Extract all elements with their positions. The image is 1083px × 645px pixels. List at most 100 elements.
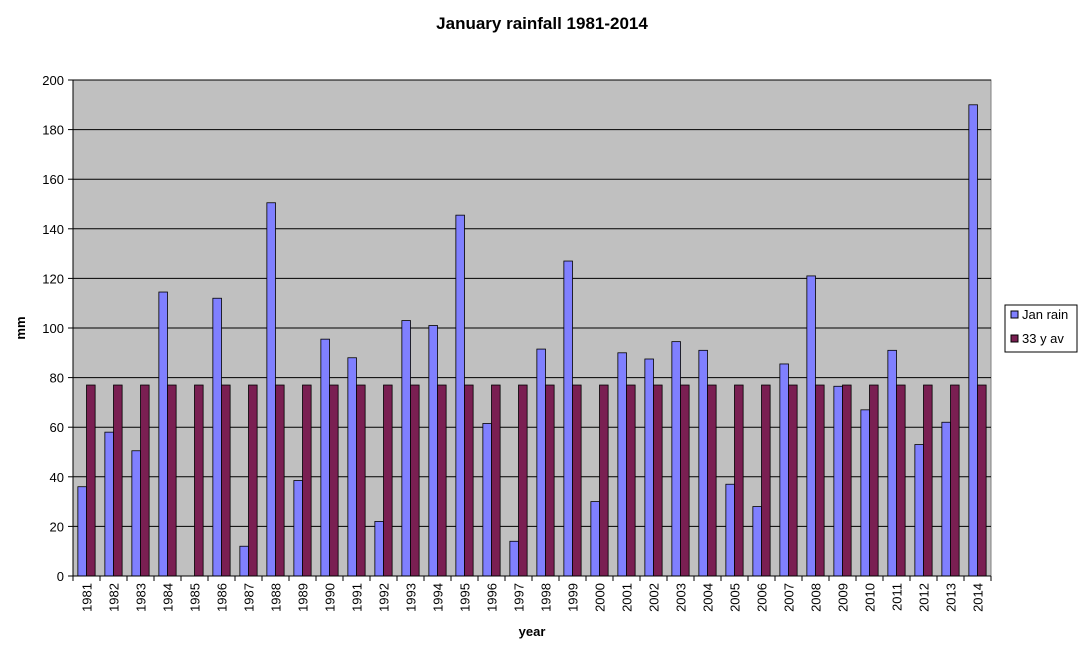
bar-jan-rain-2011 xyxy=(887,349,897,577)
bar-jan-rain-1990 xyxy=(320,338,330,577)
bar-jan-rain-1981 xyxy=(77,486,87,577)
bar-33-y-av-2003 xyxy=(680,384,690,577)
bar-jan-rain-2009 xyxy=(833,385,843,577)
y-axis-title: mm xyxy=(13,316,28,339)
bar-jan-rain-1984 xyxy=(158,291,168,577)
bar-33-y-av-1993 xyxy=(410,384,420,577)
bar-jan-rain-2013 xyxy=(941,421,951,577)
x-tick-label: 2000 xyxy=(593,583,608,612)
x-tick-label: 1995 xyxy=(458,583,473,612)
bar-jan-rain-2001 xyxy=(617,352,627,577)
x-tick-label: 2011 xyxy=(890,583,905,611)
x-tick-label: 1984 xyxy=(161,583,176,612)
bar-33-y-av-1981 xyxy=(86,384,96,577)
x-tick-label: 1990 xyxy=(323,583,338,612)
bar-33-y-av-1984 xyxy=(167,384,177,577)
bar-jan-rain-1983 xyxy=(131,450,141,577)
x-tick-label: 1986 xyxy=(215,583,230,612)
bar-33-y-av-1998 xyxy=(545,384,555,577)
bar-jan-rain-2002 xyxy=(644,358,654,577)
legend-swatch-33-y-av xyxy=(1010,334,1019,343)
bar-jan-rain-1989 xyxy=(293,480,303,577)
bar-jan-rain-1996 xyxy=(482,423,492,577)
x-tick-label: 2007 xyxy=(782,583,797,612)
bar-jan-rain-2005 xyxy=(725,483,735,577)
x-tick-label: 2002 xyxy=(647,583,662,612)
bar-jan-rain-1997 xyxy=(509,540,519,577)
x-tick-label: 2004 xyxy=(701,583,716,612)
y-tick-label: 0 xyxy=(57,569,64,584)
x-tick-label: 1994 xyxy=(431,583,446,612)
x-tick-label: 1981 xyxy=(80,583,95,612)
bar-jan-rain-1982 xyxy=(104,431,114,577)
bar-jan-rain-1986 xyxy=(212,297,222,577)
bar-33-y-av-1988 xyxy=(275,384,285,577)
y-axis: 0 20 40 60 80 100 120 140 160 180 200 xyxy=(42,73,74,584)
bar-33-y-av-2000 xyxy=(599,384,609,577)
bar-33-y-av-1991 xyxy=(356,384,366,577)
legend-swatch-jan-rain xyxy=(1010,310,1019,319)
bar-jan-rain-1998 xyxy=(536,348,546,577)
x-tick-label: 2012 xyxy=(917,583,932,612)
legend-label-jan-rain: Jan rain xyxy=(1022,307,1068,322)
bar-33-y-av-2002 xyxy=(653,384,663,577)
bar-jan-rain-1993 xyxy=(401,320,411,577)
bar-33-y-av-1990 xyxy=(329,384,339,577)
bar-33-y-av-2005 xyxy=(734,384,744,577)
bar-33-y-av-2010 xyxy=(869,384,879,577)
bar-33-y-av-2007 xyxy=(788,384,798,577)
bar-33-y-av-2013 xyxy=(950,384,960,577)
bar-33-y-av-2009 xyxy=(842,384,852,577)
x-tick-label: 2013 xyxy=(944,583,959,612)
x-tick-label: 2008 xyxy=(809,583,824,612)
x-tick-label: 1987 xyxy=(242,583,257,612)
x-tick-label: 1983 xyxy=(134,583,149,612)
bar-33-y-av-1986 xyxy=(221,384,231,577)
bar-jan-rain-1994 xyxy=(428,325,438,577)
x-tick-label: 2009 xyxy=(836,583,851,612)
x-tick-label: 1992 xyxy=(377,583,392,612)
bar-33-y-av-1995 xyxy=(464,384,474,577)
bar-jan-rain-2014 xyxy=(968,104,978,577)
bar-jan-rain-2012 xyxy=(914,444,924,577)
bar-jan-rain-1988 xyxy=(266,202,276,577)
bar-33-y-av-2012 xyxy=(923,384,933,577)
x-axis: 1981 1982 1983 1984 1985 1986 1987 1988 1989 1990… xyxy=(72,575,992,612)
y-tick-label: 20 xyxy=(50,519,64,534)
x-tick-label: 1998 xyxy=(539,583,554,612)
x-tick-label: 2003 xyxy=(674,583,689,612)
bar-jan-rain-1992 xyxy=(374,521,384,577)
y-tick-label: 120 xyxy=(42,271,64,286)
bar-jan-rain-1999 xyxy=(563,260,573,577)
x-tick-label: 2006 xyxy=(755,583,770,612)
x-tick-label: 1982 xyxy=(107,583,122,612)
x-tick-label: 1988 xyxy=(269,583,284,612)
y-tick-label: 140 xyxy=(42,222,64,237)
bar-33-y-av-1996 xyxy=(491,384,501,577)
bar-33-y-av-1999 xyxy=(572,384,582,577)
x-tick-label: 2014 xyxy=(971,583,986,612)
bar-jan-rain-2008 xyxy=(806,275,816,577)
bar-33-y-av-2006 xyxy=(761,384,771,577)
bar-jan-rain-1987 xyxy=(239,545,249,577)
y-tick-label: 60 xyxy=(50,420,64,435)
y-tick-label: 200 xyxy=(42,73,64,88)
bars xyxy=(77,104,987,577)
bar-33-y-av-2001 xyxy=(626,384,636,577)
bar-33-y-av-2004 xyxy=(707,384,717,577)
x-tick-label: 1985 xyxy=(188,583,203,612)
bar-33-y-av-2011 xyxy=(896,384,906,577)
bar-jan-rain-1995 xyxy=(455,214,465,577)
bar-33-y-av-1994 xyxy=(437,384,447,577)
legend-label-33-y-av: 33 y av xyxy=(1022,331,1064,346)
x-tick-label: 2010 xyxy=(863,583,878,612)
x-tick-label: 1999 xyxy=(566,583,581,612)
x-tick-label: 1996 xyxy=(485,583,500,612)
legend: Jan rain 33 y av xyxy=(1004,304,1078,353)
bar-jan-rain-2007 xyxy=(779,363,789,577)
bar-jan-rain-2000 xyxy=(590,501,600,577)
bar-33-y-av-1987 xyxy=(248,384,258,577)
bar-jan-rain-2010 xyxy=(860,409,870,577)
x-tick-label: 1997 xyxy=(512,583,527,612)
y-tick-label: 100 xyxy=(42,321,64,336)
